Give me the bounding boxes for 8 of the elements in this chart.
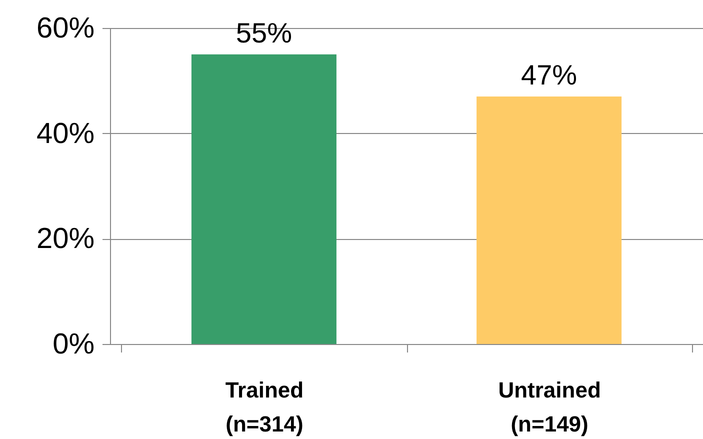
y-tick-label: 60% — [36, 12, 94, 44]
y-tick-label: 40% — [36, 118, 94, 150]
y-tick-label: 0% — [52, 328, 94, 360]
data-label: 55% — [236, 17, 292, 48]
x-tick-label: Trained (n=314) — [225, 378, 304, 436]
y-tick-label: 20% — [36, 223, 94, 256]
data-label: 47% — [521, 59, 578, 90]
x-tick-label: Untrained (n=149) — [498, 378, 601, 436]
